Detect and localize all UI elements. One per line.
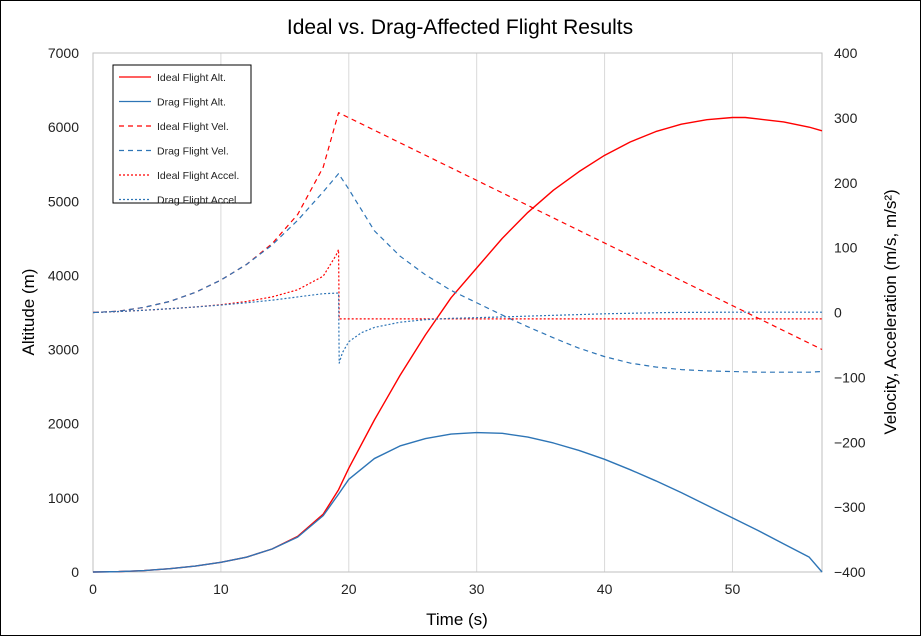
y-left-tick-label: 6000 xyxy=(48,119,79,135)
x-tick-label: 30 xyxy=(469,581,485,597)
gridlines xyxy=(220,53,733,572)
y-right-tick-label: 200 xyxy=(834,175,858,191)
legend-label: Ideal Flight Vel. xyxy=(157,121,229,133)
y-axis-right-title: Velocity, Acceleration (m/s, m/s²) xyxy=(881,189,900,434)
series-line-ideal-flight-accel xyxy=(92,248,822,320)
tick-labels: 0 10 20 30 40 5001000200030004000500060007000… xyxy=(48,45,866,597)
x-tick-label: 40 xyxy=(597,581,613,597)
y-left-tick-label: 1000 xyxy=(48,490,79,506)
legend-box xyxy=(112,64,252,204)
x-tick-label: 10 xyxy=(213,581,229,597)
series-group xyxy=(92,112,823,573)
y-left-tick-label: 5000 xyxy=(48,193,79,209)
y-right-tick-label: −400 xyxy=(834,564,866,580)
y-right-tick-label: 400 xyxy=(834,45,858,61)
y-left-tick-label: 4000 xyxy=(48,267,79,283)
x-tick-label: 0 xyxy=(89,581,97,597)
legend-label: Drag Flight Vel. xyxy=(157,146,229,158)
y-axis-left-title: Altitude (m) xyxy=(19,269,38,356)
series-line-drag-flight-alt xyxy=(92,431,823,573)
legend-label: Drag Flight Accel. xyxy=(157,195,239,207)
legend-label: Drag Flight Alt. xyxy=(157,97,226,109)
legend: Ideal Flight Alt. Drag Flight Alt. Ideal F… xyxy=(112,64,252,207)
y-right-tick-label: −300 xyxy=(834,499,866,515)
y-right-tick-label: −100 xyxy=(834,369,866,385)
y-right-tick-label: −200 xyxy=(834,434,866,450)
x-tick-label: 20 xyxy=(341,581,357,597)
x-tick-label: 50 xyxy=(725,581,741,597)
y-left-tick-label: 3000 xyxy=(48,342,79,358)
legend-label: Ideal Flight Alt. xyxy=(157,72,226,84)
y-right-tick-label: 100 xyxy=(834,240,858,256)
legend-label: Ideal Flight Accel. xyxy=(157,170,239,182)
y-right-tick-label: 300 xyxy=(834,110,858,126)
series-line-drag-flight-accel xyxy=(92,292,822,364)
y-right-tick-label: 0 xyxy=(834,305,842,321)
y-left-tick-label: 7000 xyxy=(48,45,79,61)
chart-title: Ideal vs. Drag-Affected Flight Results xyxy=(287,16,633,39)
y-left-tick-label: 0 xyxy=(71,564,79,580)
y-left-tick-label: 2000 xyxy=(48,416,79,432)
x-axis-title: Time (s) xyxy=(426,610,488,629)
